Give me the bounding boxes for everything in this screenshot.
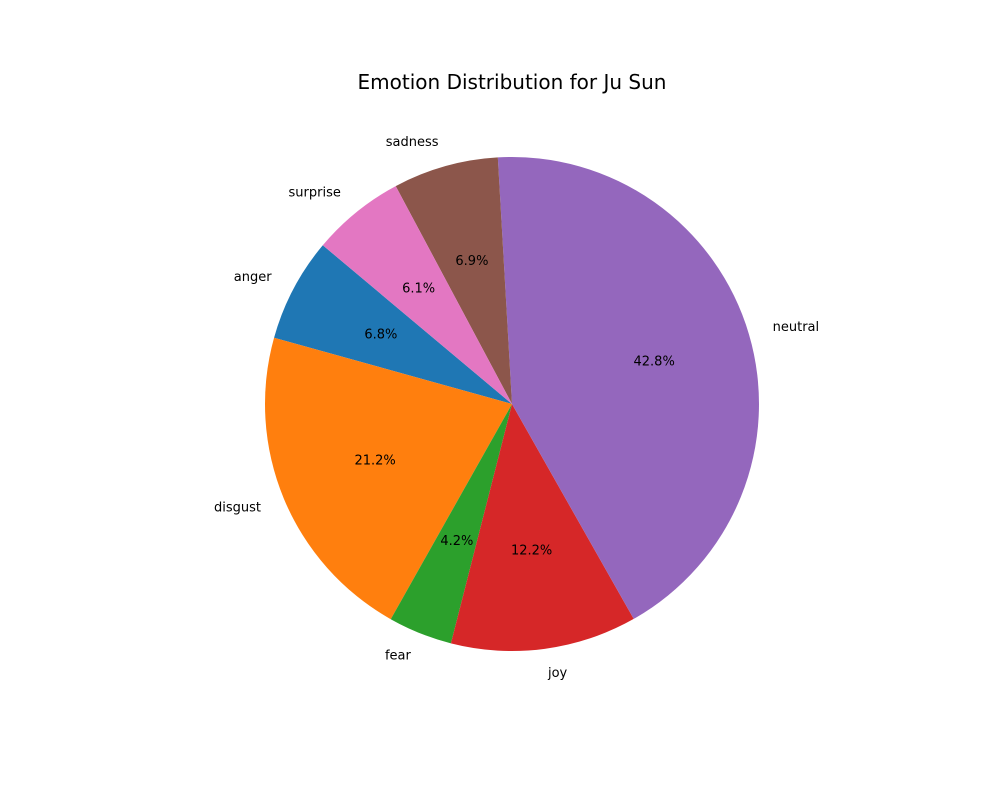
pct-label-surprise: 6.1% — [402, 281, 435, 296]
slice-label-sadness: sadness — [386, 135, 439, 150]
slice-label-joy: joy — [547, 666, 568, 681]
pct-label-anger: 6.8% — [364, 327, 397, 342]
pie-slice-neutral — [497, 157, 759, 619]
pct-label-joy: 12.2% — [511, 543, 552, 558]
pie-slice-sadness — [395, 157, 512, 404]
pct-label-fear: 4.2% — [440, 534, 473, 549]
pct-label-sadness: 6.9% — [455, 254, 488, 269]
slice-label-fear: fear — [385, 649, 412, 664]
percentage-labels: 6.8% 21.2% 4.2% 12.2% 42.8% 6.9% 6.1% — [354, 254, 674, 559]
slice-label-anger: anger — [234, 270, 272, 285]
pie-slice-anger — [274, 245, 512, 404]
slice-label-disgust: disgust — [214, 501, 261, 516]
pct-label-neutral: 42.8% — [634, 355, 675, 370]
pie-slice-surprise — [322, 186, 512, 404]
pie-slices — [264, 157, 759, 651]
pct-label-disgust: 21.2% — [354, 453, 395, 468]
slice-label-surprise: surprise — [289, 185, 341, 200]
slice-label-neutral: neutral — [773, 320, 820, 335]
pie-slice-joy — [450, 404, 634, 651]
chart-title: Emotion Distribution for Ju Sun — [358, 70, 667, 94]
pie-slice-fear — [390, 404, 512, 644]
slice-labels: anger disgust fear joy neutral sadness surpris… — [214, 135, 819, 681]
pie-slice-disgust — [264, 337, 512, 620]
